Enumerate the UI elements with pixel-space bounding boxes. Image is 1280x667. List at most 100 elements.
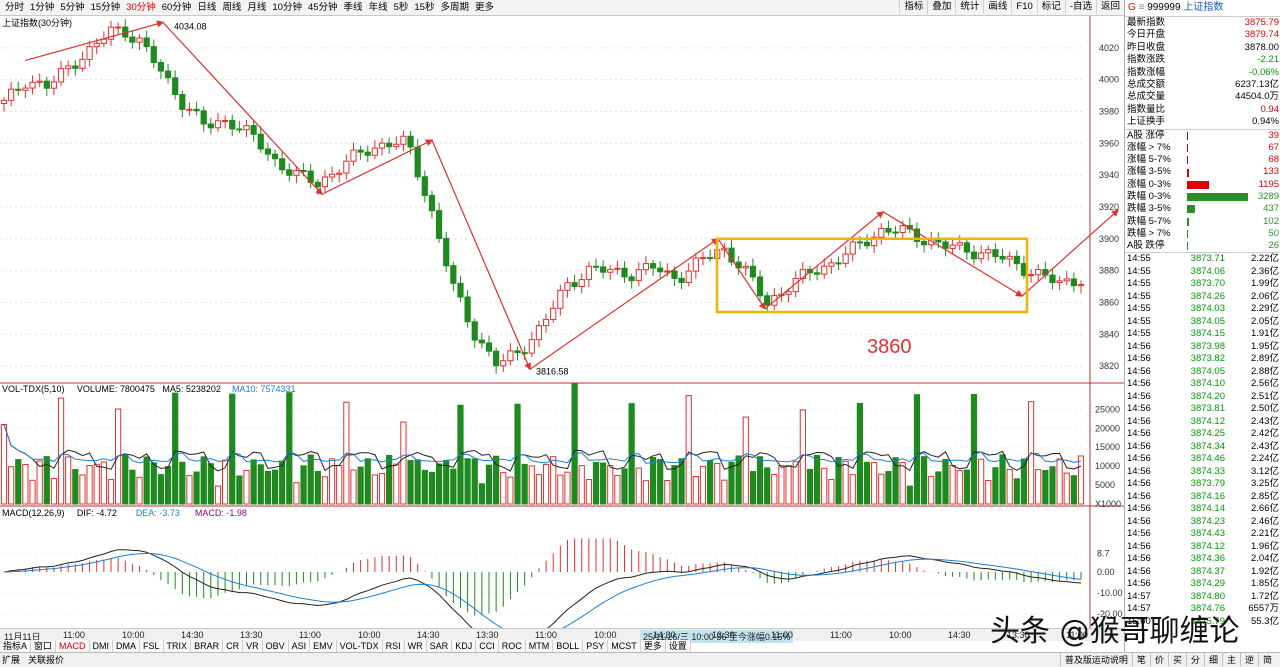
volume-bar bbox=[564, 471, 571, 505]
indicator-tab[interactable]: DMI bbox=[89, 640, 114, 652]
period-tab[interactable]: 更多 bbox=[474, 2, 494, 13]
period-tab[interactable]: 30分钟 bbox=[126, 2, 156, 13]
time-tick: 11:00 bbox=[1066, 630, 1088, 640]
period-tab[interactable]: 45分钟 bbox=[307, 2, 338, 13]
indicator-tab[interactable]: FSL bbox=[140, 640, 164, 652]
indicator-tab[interactable]: RSI bbox=[382, 640, 405, 652]
breadth-label: 跌幅 3-5% bbox=[1127, 203, 1171, 215]
candle-body bbox=[1035, 269, 1042, 276]
tool-button[interactable]: 画线 bbox=[983, 0, 1011, 14]
tick-amount: 6557万 bbox=[1248, 603, 1279, 615]
related-quote-button[interactable]: 关联报价 bbox=[28, 655, 65, 665]
breadth-row: 涨幅 3-5% 133 bbox=[1125, 166, 1280, 178]
stat-row: 最新指数 3875.79 bbox=[1125, 17, 1280, 29]
indicator-tab[interactable]: CCI bbox=[476, 640, 499, 652]
status-button[interactable]: 笔 bbox=[1131, 653, 1150, 666]
volume-bar bbox=[250, 459, 257, 505]
period-tab[interactable]: 多周期 bbox=[440, 2, 469, 13]
candle-body bbox=[0, 99, 8, 105]
candle-body bbox=[1056, 280, 1063, 283]
indicator-tab[interactable]: 指标A bbox=[0, 640, 32, 652]
period-tab[interactable]: 日线 bbox=[197, 2, 217, 13]
indicator-tab[interactable]: MCST bbox=[608, 640, 641, 652]
indicator-tab[interactable]: MACD bbox=[56, 640, 90, 652]
trend-line bbox=[431, 139, 531, 371]
trend-line bbox=[717, 238, 766, 310]
tool-button[interactable]: 叠加 bbox=[927, 0, 955, 14]
tool-button[interactable]: 标记 bbox=[1036, 0, 1065, 14]
indicator-tab[interactable]: MTM bbox=[525, 640, 554, 652]
stat-label: 总成交额 bbox=[1127, 78, 1166, 90]
status-button[interactable]: 普及版运动说明 bbox=[1059, 653, 1132, 666]
period-tab[interactable]: 5分钟 bbox=[60, 2, 85, 13]
indicator-tab[interactable]: VOL-TDX bbox=[336, 640, 383, 652]
status-button[interactable]: 逆 bbox=[1239, 653, 1258, 666]
status-button[interactable]: 买 bbox=[1167, 653, 1186, 666]
candle-body bbox=[642, 263, 650, 271]
volume-bar bbox=[1020, 458, 1028, 505]
menu-icon[interactable]: ≡ bbox=[1138, 2, 1145, 13]
tool-button[interactable]: 返回 bbox=[1095, 0, 1124, 14]
stat-value: 44504.0万 bbox=[1235, 91, 1279, 103]
tick-list[interactable]: 14:55 3873.71 2.22亿 14:55 3874.06 2.36亿 14:55 3… bbox=[1125, 252, 1280, 628]
tick-row: 14:56 3874.36 2.04亿 bbox=[1125, 553, 1280, 566]
chart-canvas[interactable]: 4020 4000 3980 3960 3940 3920 3900 3880 3860 3840… bbox=[0, 16, 1124, 628]
tick-row: 14:55 3874.06 2.36亿 bbox=[1125, 266, 1280, 279]
candle-body bbox=[999, 255, 1006, 260]
period-tab[interactable]: 15秒 bbox=[414, 2, 435, 13]
candle-body bbox=[899, 225, 906, 234]
indicator-tab[interactable]: VR bbox=[243, 640, 263, 652]
period-tab[interactable]: 周线 bbox=[222, 2, 242, 13]
indicator-tab[interactable]: WR bbox=[404, 640, 427, 652]
volume-bar bbox=[507, 476, 514, 505]
volume-bar bbox=[878, 473, 885, 505]
indicator-tab[interactable]: DMA bbox=[113, 640, 141, 652]
indicator-tab[interactable]: 设置 bbox=[665, 640, 691, 652]
status-button[interactable]: 主 bbox=[1221, 653, 1240, 666]
indicator-tab[interactable]: KDJ bbox=[452, 640, 477, 652]
volume-bar bbox=[279, 460, 286, 505]
status-button[interactable]: 价 bbox=[1149, 653, 1168, 666]
trend-line bbox=[1021, 209, 1119, 297]
indicator-tab[interactable]: 窗口 bbox=[31, 640, 57, 652]
indicator-tab[interactable]: PSY bbox=[583, 640, 609, 652]
indicator-tab[interactable]: BRAR bbox=[191, 640, 224, 652]
indicator-tab[interactable]: ASI bbox=[288, 640, 311, 652]
tick-price: 3874.43 bbox=[1190, 528, 1225, 540]
volume-bar bbox=[136, 476, 143, 505]
period-tab[interactable]: 分时 bbox=[5, 2, 25, 13]
tick-price: 3874.34 bbox=[1190, 440, 1225, 452]
expand-button[interactable]: 扩展 bbox=[2, 655, 21, 665]
status-button[interactable]: 分 bbox=[1185, 653, 1204, 666]
stat-row: 指数涨幅 -0.06% bbox=[1125, 67, 1280, 79]
status-button[interactable]: 简 bbox=[1257, 653, 1276, 666]
indicator-tab[interactable]: CR bbox=[223, 640, 244, 652]
breadth-row: 涨幅 > 7% 67 bbox=[1125, 142, 1280, 154]
tool-button[interactable]: -自选 bbox=[1064, 0, 1096, 14]
period-tab[interactable]: 季线 bbox=[343, 2, 363, 13]
period-tab[interactable]: 10分钟 bbox=[272, 2, 302, 13]
period-tab[interactable]: 月线 bbox=[247, 2, 267, 13]
indicator-tab[interactable]: EMV bbox=[310, 640, 337, 652]
period-tab[interactable]: 15分钟 bbox=[90, 2, 121, 13]
period-tab[interactable]: 5秒 bbox=[393, 2, 409, 13]
indicator-tab[interactable]: BOLL bbox=[553, 640, 584, 652]
indicator-tab[interactable]: TRIX bbox=[163, 640, 192, 652]
tool-button[interactable]: 指标 bbox=[899, 0, 927, 14]
tool-button[interactable]: F10 bbox=[1011, 0, 1036, 14]
tool-button[interactable]: 统计 bbox=[955, 0, 983, 14]
status-button[interactable]: 细 bbox=[1203, 653, 1222, 666]
period-tab[interactable]: 年线 bbox=[368, 2, 388, 13]
indicator-tab[interactable]: 更多 bbox=[640, 640, 666, 652]
indicator-tab[interactable]: OBV bbox=[262, 640, 289, 652]
candle-body bbox=[157, 62, 165, 72]
period-tab[interactable]: 60分钟 bbox=[161, 2, 192, 13]
indicator-tab[interactable]: SAR bbox=[426, 640, 453, 652]
breadth-label: 涨幅 5-7% bbox=[1127, 154, 1171, 166]
tick-row: 14:55 3873.70 1.99亿 bbox=[1125, 278, 1280, 291]
breadth-bar bbox=[1185, 205, 1239, 214]
volume-bar bbox=[585, 478, 592, 505]
period-tab[interactable]: 1分钟 bbox=[30, 2, 55, 13]
volume-bar bbox=[614, 474, 621, 505]
indicator-tab[interactable]: ROC bbox=[498, 640, 526, 652]
